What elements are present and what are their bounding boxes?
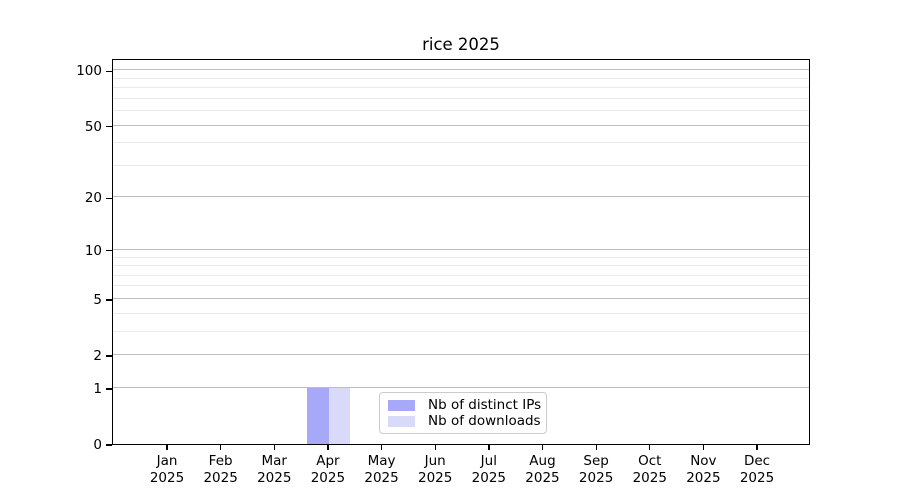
legend-swatch-downloads <box>388 415 415 427</box>
y-tick-mark-100 <box>106 70 112 72</box>
gridline-major-20 <box>113 196 809 198</box>
gridline-minor-30 <box>113 164 809 166</box>
y-tick-label-0: 0 <box>93 437 102 453</box>
y-tick-label-1: 1 <box>93 380 102 397</box>
x-tick-mark-dec <box>756 445 758 450</box>
y-tick-mark-1 <box>106 388 112 390</box>
y-tick-label-50: 50 <box>84 118 102 135</box>
gridline-major-50 <box>113 124 809 126</box>
y-tick-mark-0 <box>106 444 112 446</box>
y-tick-label-10: 10 <box>84 242 102 259</box>
x-tick-label-jul: Jul 2025 <box>471 453 506 486</box>
gridline-major-5 <box>113 297 809 299</box>
gridline-minor-70 <box>113 97 809 99</box>
x-tick-label-aug: Aug 2025 <box>525 453 560 486</box>
y-tick-label-20: 20 <box>84 190 102 207</box>
x-tick-mark-nov <box>702 445 705 450</box>
x-tick-label-jun: Jun 2025 <box>418 453 453 486</box>
gridline-minor-40 <box>113 142 809 144</box>
gridline-minor-3 <box>113 330 809 332</box>
x-tick-label-feb: Feb 2025 <box>203 453 238 486</box>
x-tick-label-nov: Nov 2025 <box>686 453 721 486</box>
y-tick-mark-50 <box>106 125 112 128</box>
plot-area <box>112 59 810 445</box>
gridline-minor-90 <box>113 77 809 79</box>
x-tick-mark-jul <box>488 445 490 450</box>
gridline-minor-60 <box>113 110 809 112</box>
x-tick-mark-mar <box>273 445 275 450</box>
legend-label-downloads: Nb of downloads <box>428 413 541 429</box>
gridline-major-1 <box>113 386 809 388</box>
x-tick-mark-feb <box>220 445 222 450</box>
y-tick-mark-2 <box>106 355 112 357</box>
gridline-minor-7 <box>113 274 809 276</box>
y-tick-mark-5 <box>106 299 112 301</box>
x-tick-mark-jan <box>166 445 168 450</box>
gridline-major-2 <box>113 354 809 356</box>
x-tick-mark-apr <box>327 445 329 450</box>
x-tick-mark-jun <box>434 445 436 450</box>
legend-label-distinct-ips: Nb of distinct IPs <box>428 397 542 413</box>
x-tick-mark-aug <box>541 445 544 450</box>
legend-item-distinct-ips: Nb of distinct IPs <box>388 397 542 413</box>
bar-nb-of-downloads-apr <box>328 387 351 444</box>
x-tick-label-dec: Dec 2025 <box>739 453 775 486</box>
x-tick-mark-oct <box>649 445 651 450</box>
legend: Nb of distinct IPs Nb of downloads <box>379 392 547 434</box>
gridline-minor-4 <box>113 312 809 314</box>
x-tick-label-oct: Oct 2025 <box>632 453 667 486</box>
gridline-major-100 <box>113 69 809 71</box>
x-tick-mark-may <box>380 445 383 450</box>
y-tick-mark-10 <box>106 250 112 252</box>
y-tick-label-2: 2 <box>93 348 102 365</box>
chart-title: rice 2025 <box>422 35 500 54</box>
y-tick-mark-20 <box>106 197 112 200</box>
x-tick-label-may: May 2025 <box>364 453 399 486</box>
gridline-minor-6 <box>113 285 809 287</box>
x-tick-label-mar: Mar 2025 <box>257 453 292 486</box>
y-tick-label-100: 100 <box>76 63 102 80</box>
x-tick-label-jan: Jan 2025 <box>149 453 185 486</box>
y-tick-label-5: 5 <box>93 291 102 308</box>
gridline-minor-8 <box>113 265 809 267</box>
x-tick-mark-sep <box>595 445 597 450</box>
x-tick-label-apr: Apr 2025 <box>310 453 346 486</box>
legend-swatch-distinct-ips <box>388 399 415 411</box>
legend-item-downloads: Nb of downloads <box>388 413 541 429</box>
gridline-major-10 <box>113 248 809 250</box>
x-tick-label-sep: Sep 2025 <box>578 453 614 486</box>
bar-nb-of-distinct-ips-apr <box>307 387 329 444</box>
gridline-minor-9 <box>113 256 809 258</box>
gridline-minor-80 <box>113 87 809 89</box>
